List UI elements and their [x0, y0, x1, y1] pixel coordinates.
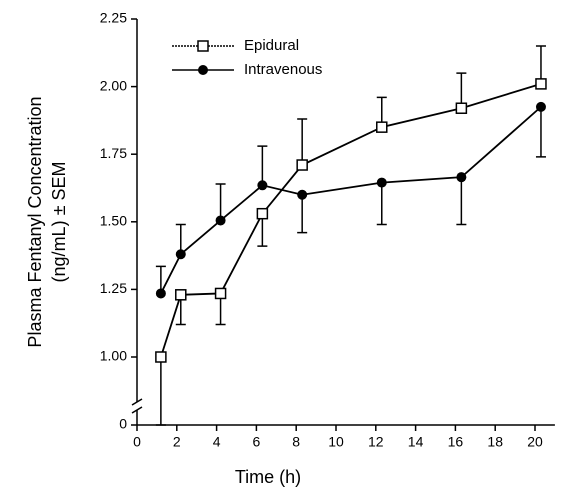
marker — [296, 159, 308, 171]
error-bar — [535, 45, 546, 84]
x-axis-title: Time (h) — [235, 467, 301, 487]
axis-break — [131, 398, 143, 406]
error-bar — [155, 357, 166, 426]
y-tick-label: 1.75 — [100, 145, 127, 161]
x-tick-label: 12 — [368, 434, 384, 450]
marker — [175, 289, 187, 301]
marker — [376, 177, 387, 188]
x-tick-label: 10 — [328, 434, 344, 450]
x-tick-label: 8 — [292, 434, 300, 450]
marker — [456, 172, 467, 183]
error-bar — [376, 182, 387, 226]
y-tick-label: 2.00 — [100, 77, 127, 93]
y-tick-label: 2.25 — [100, 10, 127, 26]
legend-label: Epidural — [244, 37, 299, 54]
y-axis-title: (ng/mL) ± SEM — [49, 162, 69, 283]
error-bar — [535, 106, 546, 158]
y-tick-label: 1.50 — [100, 213, 127, 229]
marker — [214, 287, 227, 300]
legend-marker — [197, 40, 209, 52]
legend-label: Intravenous — [244, 61, 322, 78]
legend-marker — [198, 65, 208, 75]
error-bar — [257, 145, 268, 186]
error-bar — [297, 118, 308, 166]
marker — [535, 78, 547, 90]
marker — [297, 189, 308, 200]
error-bar — [297, 194, 308, 234]
y-tick-label: 1.00 — [100, 348, 127, 364]
marker — [215, 215, 226, 226]
y-tick-label: 0 — [119, 416, 127, 432]
marker — [256, 207, 269, 220]
error-bar — [215, 183, 226, 221]
x-tick-label: 4 — [213, 434, 221, 450]
marker — [155, 288, 166, 299]
series-line — [160, 106, 542, 294]
y-tick-label: 1.25 — [100, 280, 127, 296]
marker — [257, 180, 268, 191]
y-axis-title: Plasma Fentanyl Concentration — [25, 96, 45, 347]
axis-break — [131, 406, 143, 414]
marker — [175, 249, 186, 260]
x-tick-label: 0 — [133, 434, 141, 450]
marker — [455, 102, 468, 114]
x-tick-label: 18 — [487, 434, 503, 450]
x-tick-label: 20 — [527, 434, 543, 450]
error-bar — [456, 72, 467, 109]
x-tick-label: 16 — [448, 434, 464, 450]
x-tick-label: 14 — [408, 434, 424, 450]
x-tick-label: 6 — [253, 434, 261, 450]
marker — [155, 351, 167, 363]
marker — [376, 121, 388, 133]
marker — [535, 101, 546, 112]
x-tick-label: 2 — [173, 434, 181, 450]
error-bar — [456, 177, 467, 226]
